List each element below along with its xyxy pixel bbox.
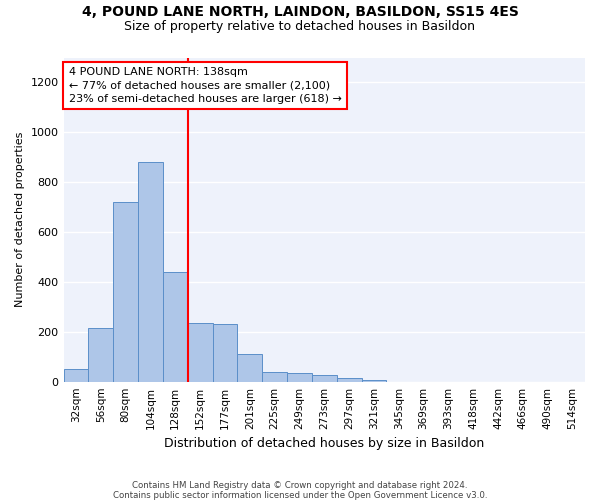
Bar: [113, 202, 138, 382]
Bar: [262, 372, 287, 382]
Text: 4 POUND LANE NORTH: 138sqm
← 77% of detached houses are smaller (2,100)
23% of s: 4 POUND LANE NORTH: 138sqm ← 77% of deta…: [69, 67, 341, 104]
X-axis label: Distribution of detached houses by size in Basildon: Distribution of detached houses by size …: [164, 437, 484, 450]
Bar: [163, 272, 188, 382]
Bar: [337, 378, 362, 382]
Bar: [188, 323, 212, 382]
Bar: [212, 324, 238, 382]
Text: Contains HM Land Registry data © Crown copyright and database right 2024.
Contai: Contains HM Land Registry data © Crown c…: [113, 480, 487, 500]
Bar: [362, 380, 386, 382]
Bar: [138, 162, 163, 382]
Bar: [64, 369, 88, 382]
Bar: [287, 373, 312, 382]
Y-axis label: Number of detached properties: Number of detached properties: [15, 132, 25, 308]
Bar: [238, 354, 262, 382]
Text: Size of property relative to detached houses in Basildon: Size of property relative to detached ho…: [125, 20, 476, 33]
Bar: [312, 376, 337, 382]
Text: 4, POUND LANE NORTH, LAINDON, BASILDON, SS15 4ES: 4, POUND LANE NORTH, LAINDON, BASILDON, …: [82, 5, 518, 19]
Bar: [88, 328, 113, 382]
